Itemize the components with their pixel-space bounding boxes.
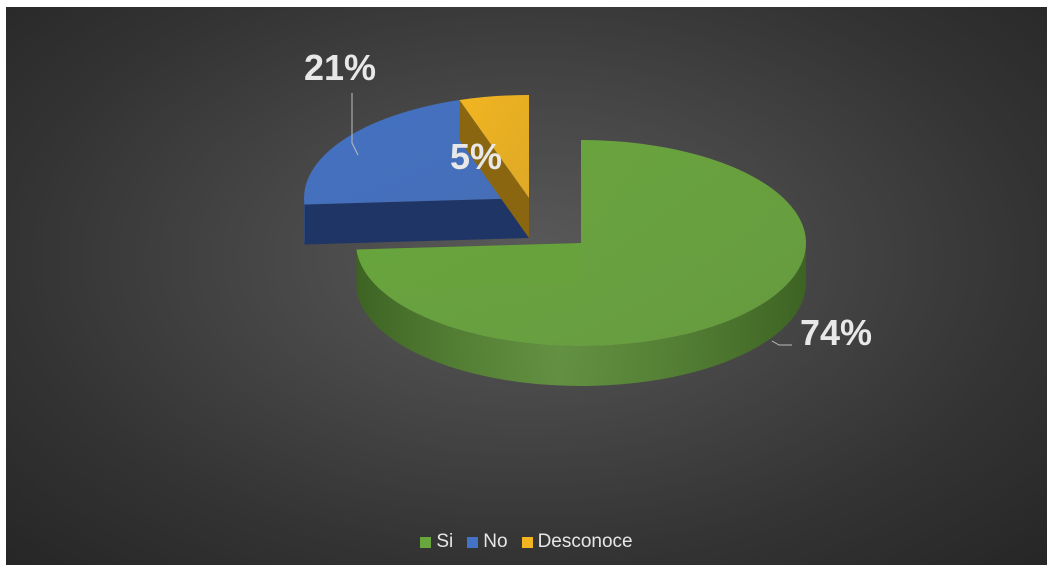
pie-slice-desconoce-wall-0 bbox=[459, 100, 529, 239]
data-label-desconoce: 5% bbox=[450, 136, 502, 177]
legend-label-no: No bbox=[483, 531, 508, 552]
pie-slice-desconoce bbox=[459, 95, 529, 239]
pie-slice-desconoce-top bbox=[459, 95, 529, 198]
data-label-no: 21% bbox=[304, 47, 376, 88]
legend-swatch-no bbox=[467, 536, 479, 548]
pie-slice-no-wall-0 bbox=[304, 198, 529, 245]
pie-slice-si-top bbox=[356, 140, 807, 347]
legend-label-si: Si bbox=[436, 531, 454, 552]
legend-swatch-si bbox=[420, 536, 432, 548]
legend-item-si: Si bbox=[420, 531, 453, 553]
legend-label-desconoce: Desconoce bbox=[537, 531, 633, 552]
pie-slice-si-rim bbox=[356, 243, 806, 386]
pie-chart: 74% 21% 5% bbox=[304, 47, 872, 386]
legend: Si No Desconoce bbox=[6, 531, 1047, 553]
legend-swatch-desconoce bbox=[521, 536, 533, 548]
legend-item-desconoce: Desconoce bbox=[521, 531, 633, 553]
data-label-si: 74% bbox=[800, 312, 872, 353]
legend-item-no: No bbox=[467, 531, 508, 553]
leader-line-si bbox=[771, 340, 792, 346]
pie-slice-si bbox=[356, 140, 807, 386]
leader-line-no bbox=[351, 93, 359, 156]
chart-area: 74% 21% 5% Si No Desconoce bbox=[6, 7, 1047, 565]
